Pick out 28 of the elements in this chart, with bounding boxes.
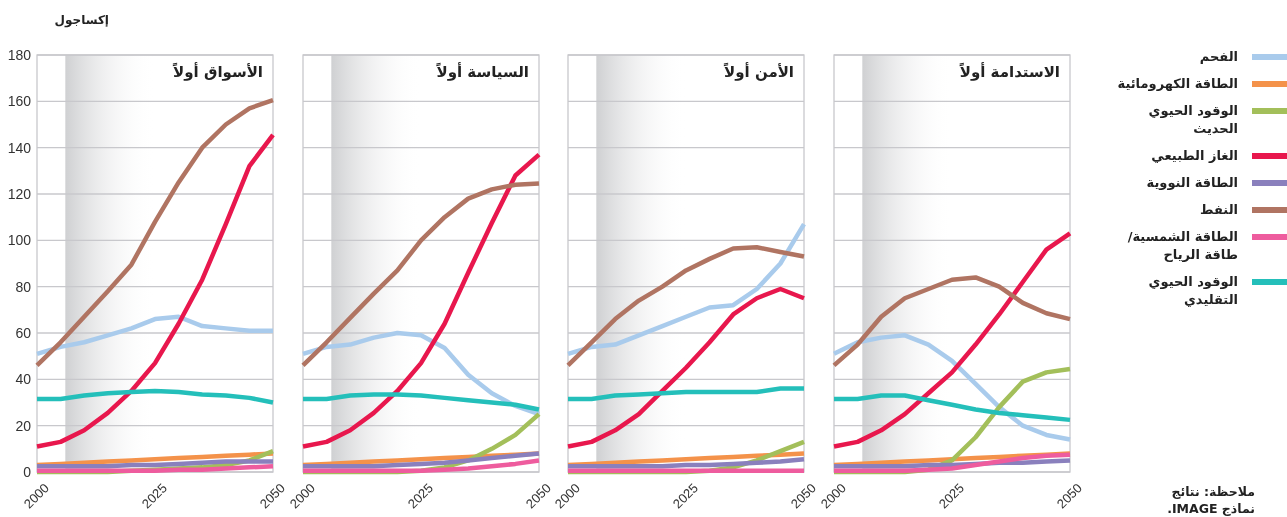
legend-label: الطاقة الكهرومائية [1116, 75, 1238, 93]
y-axis-title: إكساجول [54, 13, 109, 28]
line-series [34, 314, 276, 357]
line-series [34, 388, 276, 405]
legend-label: الطاقة النووية [1145, 174, 1238, 192]
y-tick-label: 40 [15, 371, 32, 388]
text: السياسة أولاً [435, 61, 529, 81]
legend-label: النفط [1199, 201, 1238, 219]
y-tick-label: 100 [7, 232, 32, 249]
line-series [34, 97, 276, 368]
legend-label: الفحم [1198, 48, 1238, 66]
y-tick-label: 60 [15, 325, 32, 341]
text: الأمن أولاً [723, 61, 794, 81]
y-tick-label: 120 [7, 186, 32, 202]
y-tick-label: 160 [7, 93, 32, 110]
y-tick-label: 80 [15, 278, 32, 295]
legend-label: الغاز الطبيعي [1150, 147, 1238, 165]
y-tick-label: 20 [15, 417, 32, 434]
legend-label: الوقود الحيوي الحديث [1147, 102, 1238, 138]
line-series [34, 132, 276, 449]
text: الاستدامة أولاً [958, 61, 1060, 81]
legend-label: الطاقة الشمسية/ طاقة الرياح [1126, 228, 1238, 264]
y-tick-label: 140 [7, 139, 32, 156]
y-tick-label: 180 [7, 47, 32, 63]
text: ملاحظة: نتائج نماذج IMAGE. [1166, 483, 1255, 517]
text: الأسواق أولاً [172, 61, 263, 81]
y-tick-label: 0 [23, 464, 32, 480]
legend-label: الوقود الحيوي التقليدي [1147, 273, 1238, 309]
